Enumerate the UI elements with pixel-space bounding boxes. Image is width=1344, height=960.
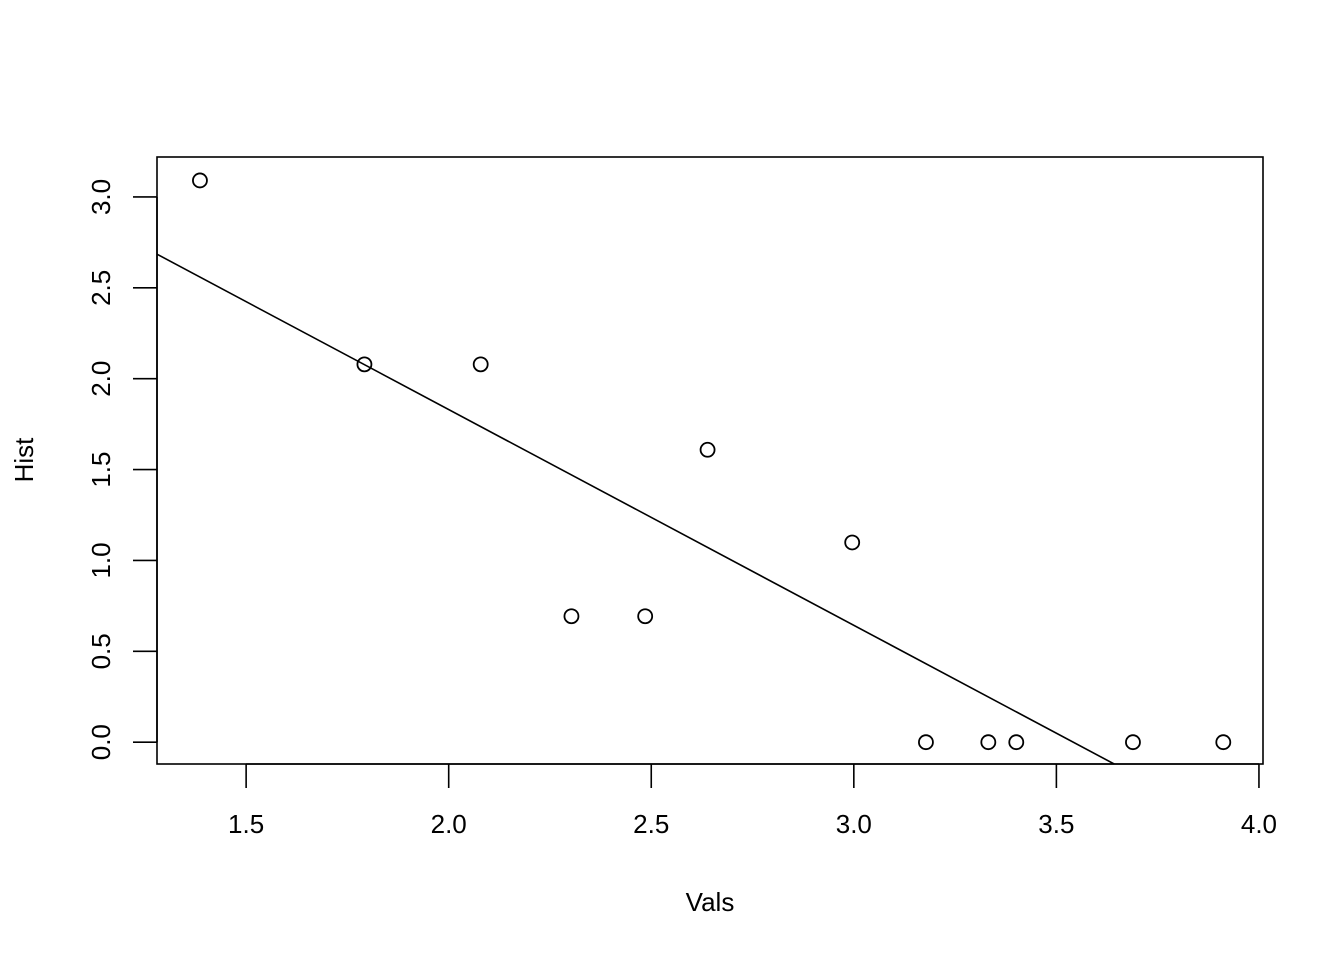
- data-point: [918, 734, 934, 751]
- data-point: [1215, 734, 1232, 751]
- data-point: [1125, 734, 1141, 751]
- y-tick-label: 0.0: [86, 724, 116, 760]
- y-tick-label: 2.5: [86, 270, 116, 306]
- data-point: [563, 608, 580, 625]
- y-axis: 0.0 0.5 1.0 1.5 2.0 2.5 3.0: [86, 179, 158, 760]
- x-tick-label: 2.5: [633, 809, 669, 839]
- x-tick-label: 2.0: [431, 809, 467, 839]
- x-axis-label: Vals: [686, 887, 735, 917]
- data-point: [472, 356, 489, 373]
- data-point: [699, 441, 716, 458]
- points-layer: [192, 172, 1232, 751]
- data-point: [1008, 734, 1025, 751]
- x-tick-label: 1.5: [228, 809, 264, 839]
- data-point: [980, 734, 997, 751]
- y-tick-label: 1.5: [86, 452, 116, 488]
- data-point: [192, 172, 208, 189]
- data-point: [356, 356, 373, 373]
- plot-frame: [156, 156, 1264, 765]
- data-point: [637, 608, 654, 625]
- x-tick-label: 3.5: [1038, 809, 1074, 839]
- y-axis-label: Hist: [9, 437, 39, 483]
- regression-line: [156, 253, 1115, 765]
- y-tick-label: 1.0: [86, 542, 116, 578]
- x-axis: 1.5 2.0 2.5 3.0 3.5 4.0: [228, 763, 1277, 839]
- x-tick-label: 3.0: [836, 809, 872, 839]
- fit-line-layer: [156, 253, 1115, 765]
- data-point: [844, 534, 861, 551]
- y-tick-label: 2.0: [86, 361, 116, 397]
- x-tick-label: 4.0: [1241, 809, 1277, 839]
- y-tick-label: 3.0: [86, 179, 116, 215]
- y-tick-label: 0.5: [86, 633, 116, 669]
